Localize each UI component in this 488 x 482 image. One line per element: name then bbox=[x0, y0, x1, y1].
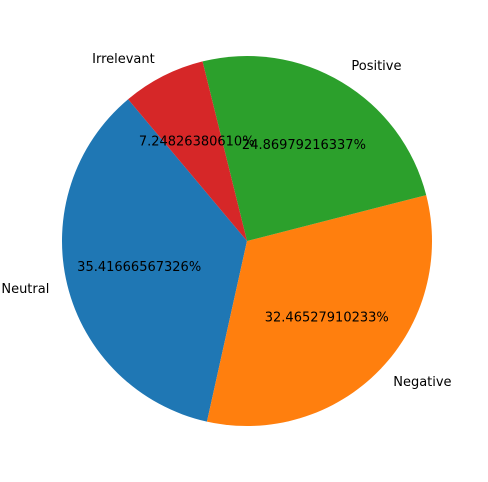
slice-label-irrelevant: Irrelevant bbox=[92, 52, 155, 67]
slice-label-positive: Positive bbox=[351, 59, 401, 74]
slice-pct-negative: 32.46527910233% bbox=[265, 311, 389, 326]
slice-label-negative: Negative bbox=[393, 375, 451, 390]
slice-pct-neutral: 35.41666567326% bbox=[77, 260, 201, 275]
slice-label-neutral: Neutral bbox=[1, 282, 49, 297]
slice-pct-positive: 24.86979216337% bbox=[242, 138, 366, 153]
pie-slices bbox=[62, 56, 432, 426]
slice-pct-irrelevant: 7.24826380610% bbox=[139, 135, 255, 150]
